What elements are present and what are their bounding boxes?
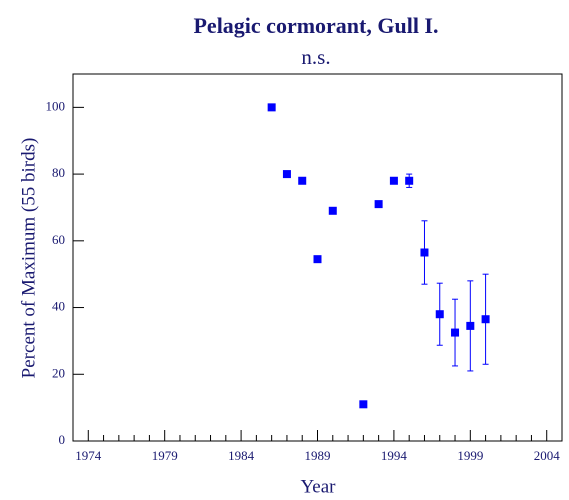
y-tick-label: 60 (52, 232, 65, 247)
data-point (282, 170, 291, 179)
y-tick-label: 80 (52, 165, 65, 180)
data-point (267, 103, 276, 112)
chart-subtitle: n.s. (301, 45, 330, 69)
data-point (298, 176, 307, 185)
y-tick-label: 40 (52, 299, 65, 314)
data-point (466, 321, 475, 330)
x-tick-label: 1974 (75, 448, 102, 463)
x-tick-label: 1984 (228, 448, 255, 463)
chart-title: Pelagic cormorant, Gull I. (193, 13, 438, 38)
x-tick-label: 1999 (457, 448, 483, 463)
y-tick-label: 20 (52, 365, 65, 380)
data-point (374, 200, 383, 209)
data-point (389, 176, 398, 185)
data-point (328, 206, 337, 215)
y-tick-label: 0 (59, 432, 66, 447)
y-axis-label: Percent of Maximum (55 birds) (18, 138, 39, 379)
data-point (359, 400, 368, 409)
x-axis-label: Year (300, 476, 336, 497)
x-tick-label: 1989 (305, 448, 331, 463)
data-point (420, 248, 429, 257)
x-tick-label: 2004 (534, 448, 561, 463)
data-point (313, 255, 322, 264)
x-tick-label: 1994 (381, 448, 408, 463)
data-point (405, 176, 414, 185)
data-point (481, 315, 490, 324)
data-point (451, 328, 460, 337)
x-tick-label: 1979 (152, 448, 178, 463)
data-point (435, 310, 444, 319)
y-tick-label: 100 (46, 98, 66, 113)
